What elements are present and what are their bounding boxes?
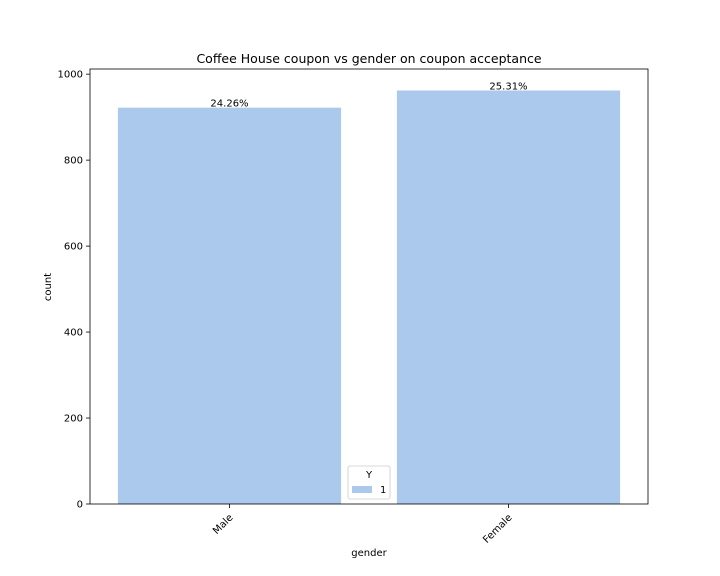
legend-swatch <box>352 486 372 493</box>
bar-male <box>117 107 342 505</box>
x-axis-label: gender <box>351 548 387 559</box>
bar-data-label: 25.31% <box>489 81 527 92</box>
y-axis: 0 200 400 600 800 1000 <box>58 70 90 511</box>
bar-female <box>396 90 621 504</box>
chart-title: Coffee House coupon vs gender on coupon … <box>196 51 541 66</box>
y-tick-label: 1000 <box>58 70 83 81</box>
plot-frame <box>89 68 649 505</box>
legend: Y 1 <box>347 465 391 500</box>
plot-area: 24.26% 25.31% <box>89 68 649 505</box>
y-axis-label: count <box>43 273 54 301</box>
bars <box>117 90 621 505</box>
y-tick-label: 600 <box>64 242 83 253</box>
bar-data-labels: 24.26% 25.31% <box>210 81 527 109</box>
y-tick-label: 400 <box>64 328 83 339</box>
y-tick-label: 200 <box>64 414 83 425</box>
x-tick-label: Male <box>211 512 236 537</box>
x-axis: Male Female <box>211 504 515 546</box>
y-tick-label: 800 <box>64 156 83 167</box>
legend-entry-label: 1 <box>380 485 386 496</box>
y-tick-label: 0 <box>77 500 83 511</box>
x-tick-label: Female <box>481 512 514 545</box>
legend-title: Y <box>365 470 373 481</box>
bar-data-label: 24.26% <box>210 99 248 110</box>
